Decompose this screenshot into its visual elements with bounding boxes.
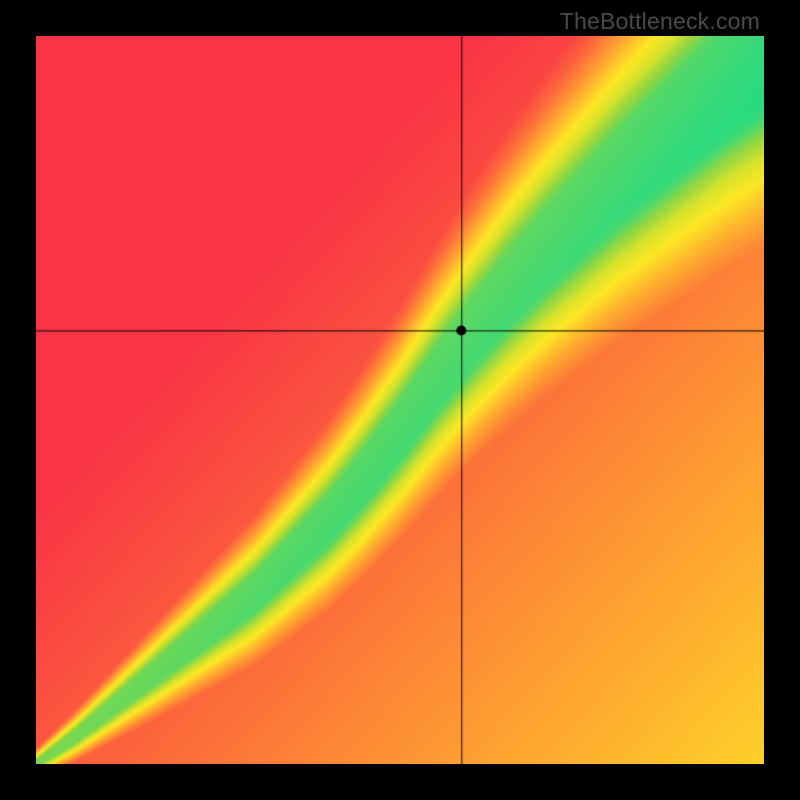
bottleneck-heatmap xyxy=(36,36,764,764)
watermark-text: TheBottleneck.com xyxy=(560,8,760,35)
heatmap-container xyxy=(36,36,764,764)
